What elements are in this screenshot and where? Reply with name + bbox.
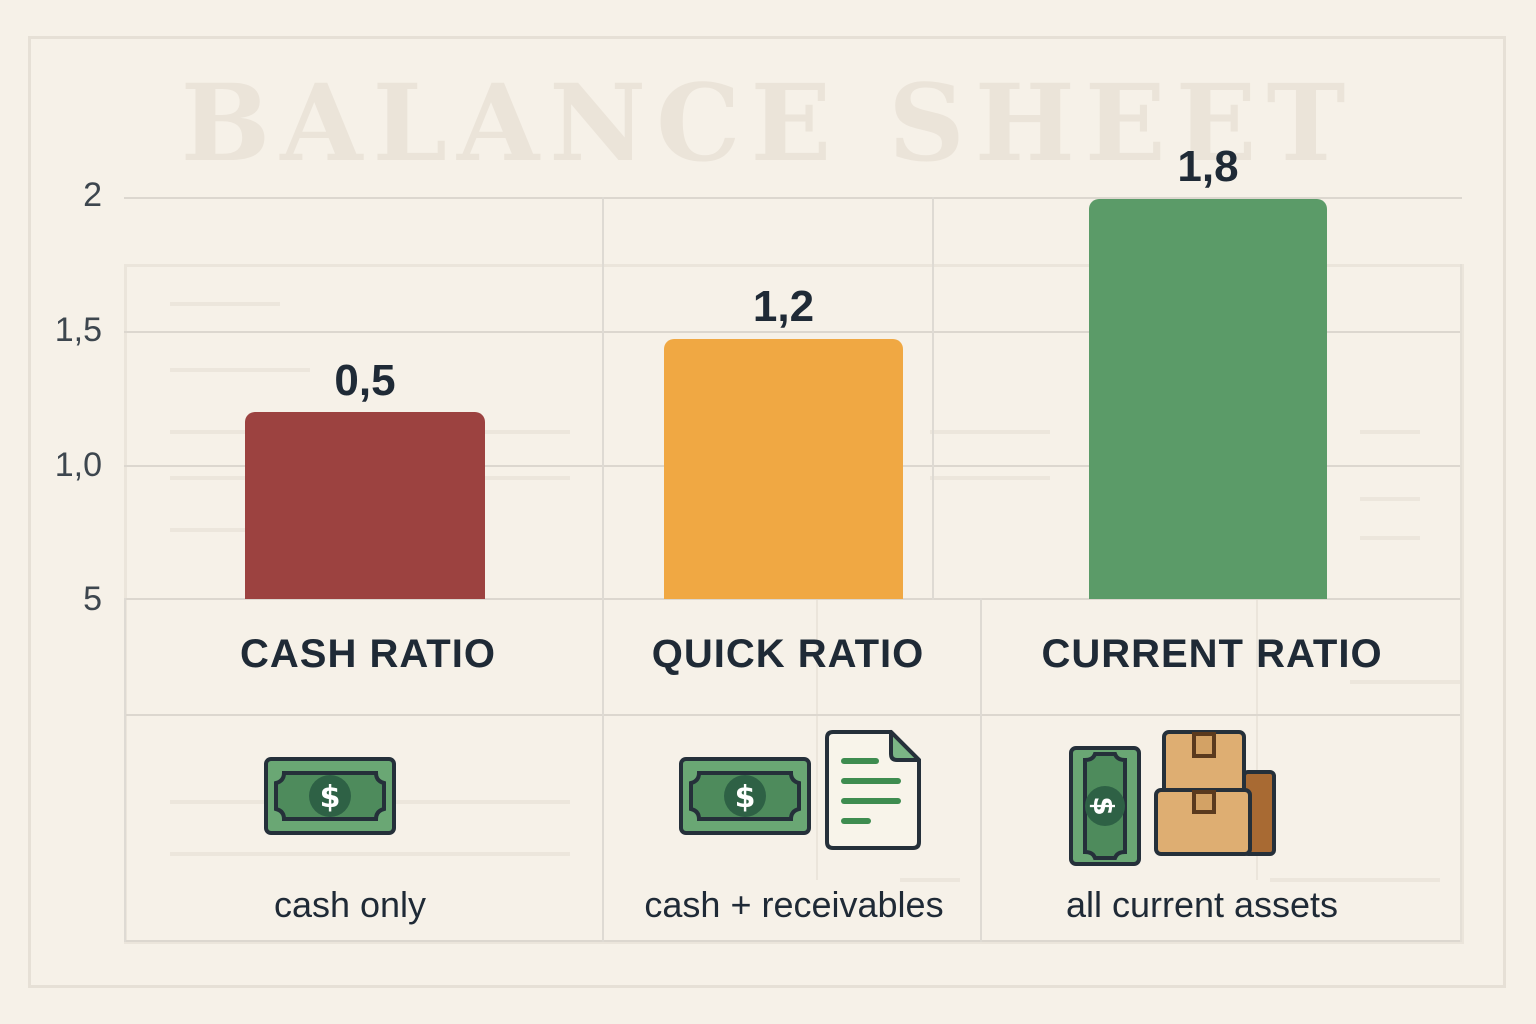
background-sheet-line: [170, 852, 570, 856]
dollar-bill-vertical-icon: $: [1069, 746, 1141, 866]
bar-cash-ratio: [245, 412, 485, 599]
document-icon: [825, 730, 921, 850]
y-tick-label: 1,0: [54, 446, 102, 484]
svg-text:$: $: [320, 780, 341, 815]
background-sheet-line: [1360, 430, 1420, 434]
background-sheet-divider: [1256, 600, 1258, 880]
watermark-title: BALANCE SHEET: [180, 60, 1356, 185]
description-cash-ratio: cash only: [273, 884, 427, 925]
y-tick-label: 5: [83, 580, 102, 618]
column-divider: [980, 598, 982, 942]
table-divider: [124, 714, 1462, 716]
bar-quick-ratio: [664, 339, 903, 599]
column-divider: [602, 197, 604, 942]
description-quick-ratio: cash + receivables: [644, 884, 944, 925]
y-tick-label: 1,5: [54, 311, 102, 349]
gridline-2: [124, 197, 1462, 199]
category-label-current-ratio: CURRENT RATIO: [1041, 632, 1383, 676]
boxes-icon: [1154, 730, 1276, 856]
background-sheet-line: [170, 302, 280, 306]
background-sheet-line: [170, 368, 310, 372]
table-bottom: [124, 940, 1462, 942]
value-label-quick-ratio: 1,2: [752, 282, 815, 331]
gridline-baseline: [124, 598, 1462, 600]
dollar-bill-icon: $: [264, 757, 396, 835]
bar-current-ratio: [1089, 199, 1327, 599]
y-tick-label: 2: [83, 176, 102, 214]
svg-text:$: $: [1087, 796, 1120, 815]
background-sheet-line: [1350, 680, 1460, 684]
value-label-cash-ratio: 0,5: [334, 356, 396, 405]
chart-frame: [28, 36, 1506, 988]
background-sheet-divider: [816, 600, 818, 880]
background-sheet-line: [930, 430, 1050, 434]
dollar-bill-icon: $: [679, 757, 811, 835]
background-sheet-line: [900, 878, 960, 882]
description-current-ratio: all current assets: [1065, 884, 1339, 925]
background-sheet-line: [1360, 536, 1420, 540]
background-sheet-line: [1360, 497, 1420, 501]
background-sheet-line: [170, 528, 250, 532]
category-label-quick-ratio: QUICK RATIO: [651, 632, 925, 676]
table-right-edge: [1460, 264, 1462, 942]
column-divider: [932, 197, 934, 600]
gridline-1-5: [124, 331, 1462, 333]
background-sheet-line: [930, 476, 1050, 480]
background-sheet-line: [1270, 878, 1440, 882]
svg-text:$: $: [735, 780, 756, 815]
value-label-current-ratio: 1,8: [1177, 142, 1239, 191]
table-left-edge: [124, 598, 126, 942]
category-label-cash-ratio: CASH RATIO: [240, 632, 496, 676]
